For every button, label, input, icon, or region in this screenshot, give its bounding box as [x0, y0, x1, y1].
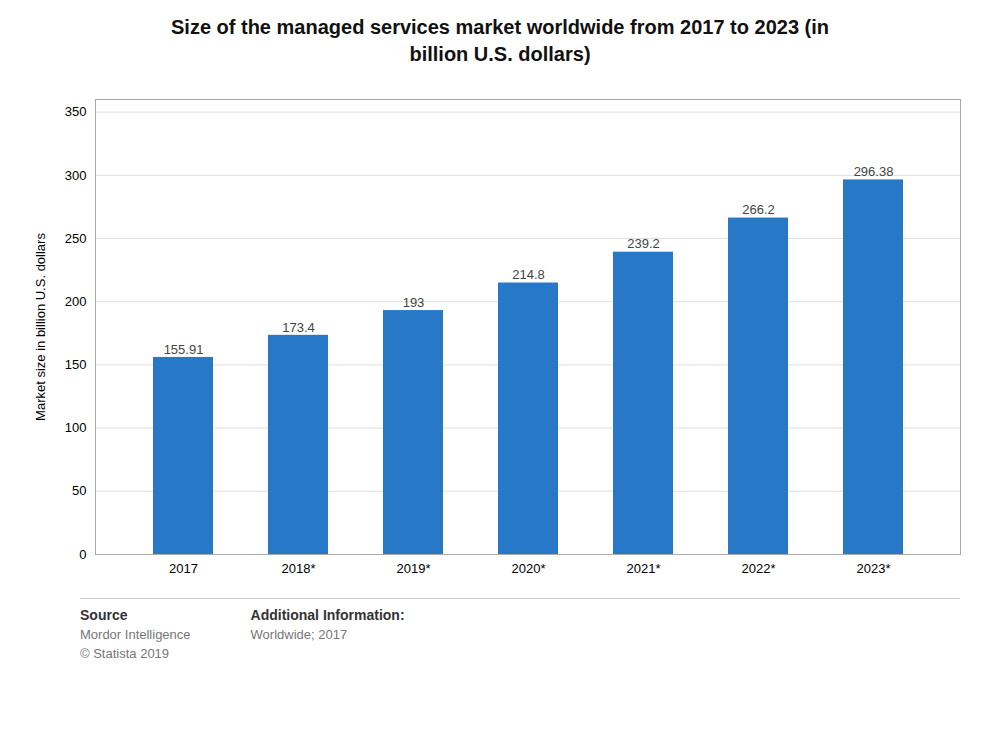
svg-text:296.38: 296.38	[854, 164, 894, 179]
svg-text:214.8: 214.8	[512, 267, 545, 282]
svg-text:50: 50	[72, 483, 86, 498]
svg-text:266.2: 266.2	[742, 202, 775, 217]
html-text:Size of the managed services m: Size of the managed services market worl…	[171, 16, 829, 65]
svg-text:150: 150	[65, 357, 87, 372]
svg-text:0: 0	[79, 547, 86, 562]
svg-text:155.91: 155.91	[164, 342, 204, 357]
html-text:© Statista 2019: © Statista 2019	[80, 646, 170, 661]
svg-text:Market size in billion U.S. do: Market size in billion U.S. dollars	[33, 233, 48, 421]
svg-text:300: 300	[65, 167, 87, 182]
html-text:Worldwide; 2017: Worldwide; 2017	[250, 627, 348, 642]
svg-text:2023*: 2023*	[857, 561, 891, 576]
svg-text:350: 350	[65, 104, 87, 119]
svg-text:100: 100	[65, 420, 87, 435]
svg-text:2018*: 2018*	[282, 561, 316, 576]
svg-text:2017: 2017	[169, 561, 198, 576]
svg-text:2022*: 2022*	[742, 561, 776, 576]
svg-text:2020*: 2020*	[512, 561, 546, 576]
svg-text:173.4: 173.4	[282, 320, 315, 335]
svg-text:239.2: 239.2	[627, 236, 660, 251]
svg-text:193: 193	[403, 295, 425, 310]
svg-text:2021*: 2021*	[627, 561, 661, 576]
html-text:Mordor Intelligence: Mordor Intelligence	[80, 627, 191, 642]
html-text:Source: Source	[80, 607, 128, 623]
svg-text:2019*: 2019*	[397, 561, 431, 576]
html-text:Additional Information:: Additional Information:	[250, 607, 405, 623]
svg-text:200: 200	[65, 294, 87, 309]
svg-text:250: 250	[65, 231, 87, 246]
